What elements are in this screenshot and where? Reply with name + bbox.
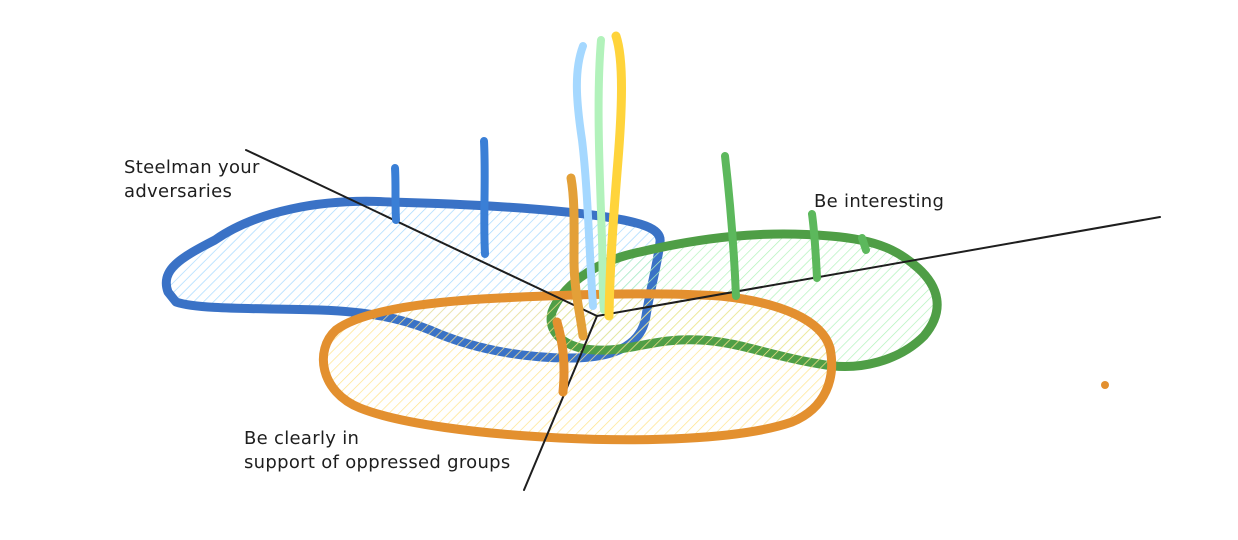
green-stem-1	[721, 152, 740, 300]
orange-stem	[566, 173, 588, 341]
axis-support	[523, 315, 598, 491]
green-stem-2	[808, 210, 821, 282]
orange-stem-lower	[552, 317, 569, 397]
green-stem-3	[858, 234, 870, 254]
blue-stem-2	[480, 137, 489, 258]
blue-stem-1	[391, 164, 400, 224]
light-blue-stem	[572, 42, 597, 310]
orange-region	[318, 289, 837, 445]
label-interesting-line-1: Be interesting	[814, 191, 945, 212]
axis-steelman	[245, 149, 598, 317]
label-steelman-line-1: Steelman your	[124, 157, 260, 178]
label-steelman-line-2: adversaries	[124, 181, 233, 202]
light-green-stem	[594, 36, 608, 314]
orange-dot	[1101, 381, 1109, 389]
label-support-line-2: support of oppressed groups	[244, 452, 511, 473]
label-support-line-1: Be clearly in	[244, 428, 360, 449]
label-support: Be clearly in support of oppressed group…	[244, 427, 511, 475]
yellow-stem	[604, 31, 626, 321]
label-steelman: Steelman your adversaries	[124, 156, 260, 204]
axis-interesting	[596, 216, 1161, 317]
label-interesting: Be interesting	[814, 190, 944, 214]
